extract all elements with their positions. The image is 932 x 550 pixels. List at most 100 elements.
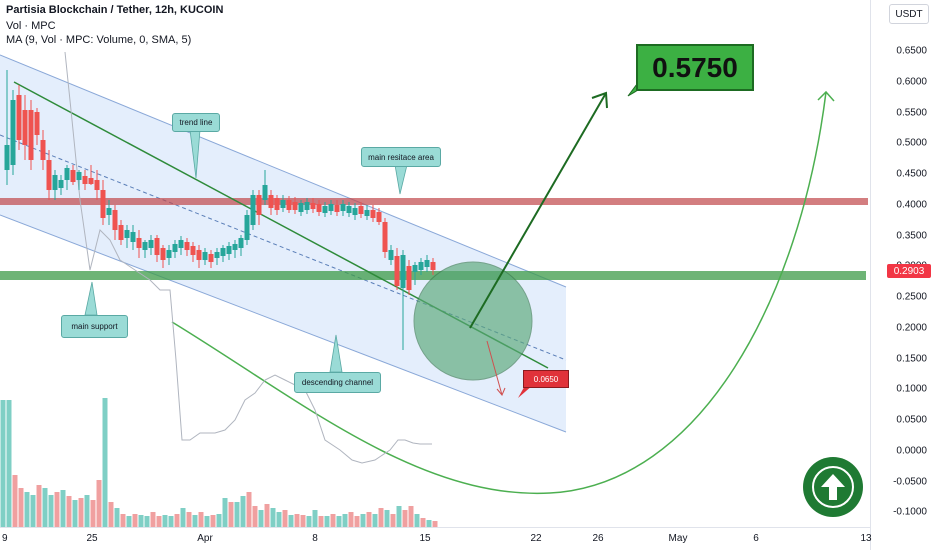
candle-body [412, 265, 418, 272]
x-tick-label: Apr [197, 533, 213, 544]
symbol-title: Partisia Blockchain / Tether, 12h, KUCOI… [6, 4, 224, 16]
volume-bar [360, 514, 366, 527]
volume-bar [30, 495, 36, 527]
target-high-label[interactable]: 0.5750 [636, 44, 754, 91]
volume-bar [162, 515, 168, 527]
main-resistance-callout[interactable]: main resitace area [361, 147, 441, 167]
volume-bar [432, 521, 438, 527]
candle-body [40, 140, 46, 160]
volume-bar [0, 400, 6, 527]
volume-bar [150, 512, 156, 527]
y-tick-label: 0.0500 [896, 414, 927, 426]
candle-body [274, 198, 280, 210]
volume-bar [204, 516, 210, 527]
volume-bar [120, 514, 126, 527]
chart-canvas[interactable] [0, 0, 870, 550]
volume-bar [84, 495, 90, 527]
candle-body [22, 110, 28, 145]
candle-body [184, 242, 190, 250]
volume-bar [408, 506, 414, 527]
candle-body [424, 260, 430, 267]
volume-bar [324, 516, 330, 527]
candle-body [250, 195, 256, 225]
volume-bar [192, 515, 198, 527]
candle-body [148, 240, 154, 248]
curve-arrowhead-icon [817, 90, 835, 102]
candle-body [286, 200, 292, 210]
y-tick-label: 0.1500 [896, 353, 927, 364]
candle-body [256, 195, 262, 215]
candle-body [166, 250, 172, 258]
volume-bar [342, 514, 348, 527]
candle-body [370, 210, 376, 218]
volume-bar [60, 490, 66, 527]
support-pointer [84, 281, 98, 316]
candle-body [334, 205, 340, 212]
volume-bar [300, 515, 306, 527]
candle-body [160, 248, 166, 260]
down-arrow-line [486, 340, 503, 396]
candle-body [358, 206, 364, 214]
candle-body [394, 256, 400, 286]
candle-body [10, 100, 16, 165]
candle-body [46, 160, 52, 190]
down-arrowhead-icon [496, 387, 506, 396]
volume-bar [264, 504, 270, 527]
y-tick-label: 0.0000 [896, 445, 927, 457]
volume-bar [420, 518, 426, 527]
candle-body [376, 212, 382, 222]
volume-bars-group [0, 398, 438, 527]
legend-volume[interactable]: Vol · MPC [6, 20, 56, 32]
candle-body [388, 250, 394, 260]
volume-bar [156, 516, 162, 527]
volume-bar [330, 514, 336, 527]
candle-body [310, 203, 316, 209]
candle-body [226, 246, 232, 254]
descending-channel-callout[interactable]: descending channel [294, 372, 381, 393]
candle-body [64, 168, 70, 180]
trend-line-callout[interactable]: trend line [172, 113, 220, 132]
y-tick-label: -0.1000 [893, 506, 927, 518]
y-tick-label: 0.2500 [896, 291, 927, 303]
candle-body [154, 238, 160, 255]
volume-bar [354, 516, 360, 527]
candle-body [406, 266, 412, 290]
volume-bar [234, 502, 240, 527]
volume-bar [228, 502, 234, 527]
volume-ma-line [64, 51, 432, 464]
volume-bar [402, 510, 408, 527]
volume-bar [48, 495, 54, 527]
up-badge[interactable] [803, 457, 863, 517]
candle-body [208, 254, 214, 262]
y-tick-label: 0.4500 [896, 168, 927, 180]
volume-bar [42, 488, 48, 527]
candles-group [4, 70, 436, 350]
volume-bar [252, 506, 258, 527]
target-low-label[interactable]: 0.0650 [523, 370, 569, 388]
volume-bar [66, 496, 72, 527]
candle-body [382, 222, 388, 252]
candle-body [352, 208, 358, 215]
volume-bar [126, 516, 132, 527]
y-tick-label: 0.3500 [896, 230, 927, 241]
candle-body [304, 202, 310, 210]
candle-body [298, 203, 304, 212]
volume-bar [258, 510, 264, 527]
candle-body [280, 200, 286, 208]
x-tick-label: 26 [592, 533, 604, 544]
volume-bar [366, 512, 372, 527]
volume-bar [222, 498, 228, 527]
volume-bar [132, 514, 138, 527]
main-support-callout[interactable]: main support [61, 315, 128, 338]
legend-title[interactable]: Partisia Blockchain / Tether, 12h, KUCOI… [6, 4, 223, 16]
volume-bar [168, 516, 174, 527]
channel-upper-line [0, 54, 567, 288]
y-tick-label: 0.2000 [896, 322, 927, 334]
volume-bar [102, 398, 108, 527]
legend-ma[interactable]: MA (9, Vol · MPC: Volume, 0, SMA, 5) [6, 34, 192, 46]
volume-bar [294, 514, 300, 527]
currency-unit-button[interactable]: USDT [889, 4, 929, 24]
volume-bar [6, 400, 12, 527]
x-axis-line [0, 527, 870, 528]
candle-body [76, 172, 82, 180]
